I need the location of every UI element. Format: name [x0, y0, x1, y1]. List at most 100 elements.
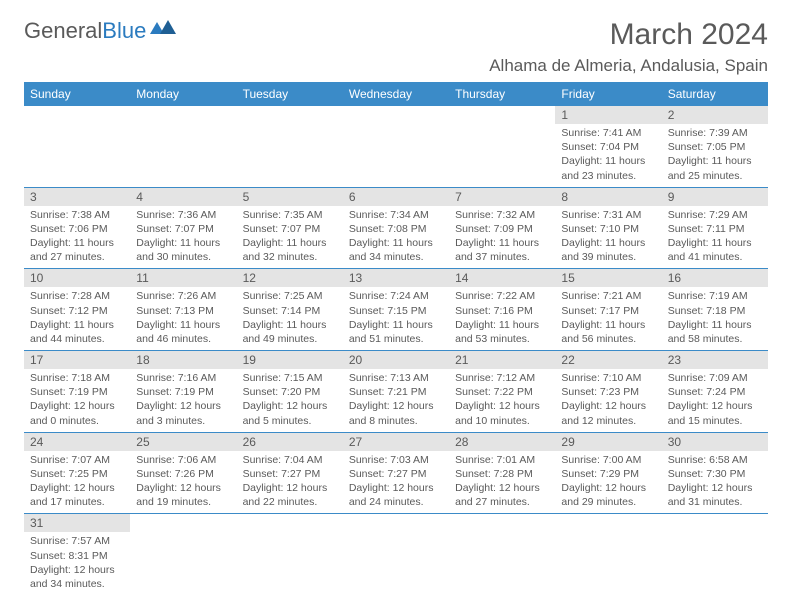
calendar-cell: 31Sunrise: 7:57 AMSunset: 8:31 PMDayligh… — [24, 514, 130, 595]
day-number: 21 — [449, 351, 555, 369]
day-number: 9 — [662, 188, 768, 206]
day-number: 16 — [662, 269, 768, 287]
weekday-header: Saturday — [662, 82, 768, 106]
day-number: 2 — [662, 106, 768, 124]
calendar-cell — [662, 514, 768, 595]
day-number: 27 — [343, 433, 449, 451]
day-number: 17 — [24, 351, 130, 369]
header: GeneralBlue March 2024 Alhama de Almeria… — [24, 18, 768, 76]
day-number: 13 — [343, 269, 449, 287]
day-info: Sunrise: 7:29 AMSunset: 7:11 PMDaylight:… — [662, 206, 768, 269]
day-number: 1 — [555, 106, 661, 124]
calendar-cell: 5Sunrise: 7:35 AMSunset: 7:07 PMDaylight… — [237, 187, 343, 269]
day-info: Sunrise: 7:36 AMSunset: 7:07 PMDaylight:… — [130, 206, 236, 269]
calendar-cell: 14Sunrise: 7:22 AMSunset: 7:16 PMDayligh… — [449, 269, 555, 351]
day-number: 29 — [555, 433, 661, 451]
day-info: Sunrise: 7:04 AMSunset: 7:27 PMDaylight:… — [237, 451, 343, 514]
calendar-cell — [130, 106, 236, 187]
weekday-header: Wednesday — [343, 82, 449, 106]
calendar-cell: 26Sunrise: 7:04 AMSunset: 7:27 PMDayligh… — [237, 432, 343, 514]
day-info: Sunrise: 7:32 AMSunset: 7:09 PMDaylight:… — [449, 206, 555, 269]
day-number: 3 — [24, 188, 130, 206]
brand-part2: Blue — [102, 18, 146, 44]
day-number: 4 — [130, 188, 236, 206]
calendar-cell: 8Sunrise: 7:31 AMSunset: 7:10 PMDaylight… — [555, 187, 661, 269]
day-info: Sunrise: 7:28 AMSunset: 7:12 PMDaylight:… — [24, 287, 130, 350]
day-info: Sunrise: 7:09 AMSunset: 7:24 PMDaylight:… — [662, 369, 768, 432]
calendar-cell: 21Sunrise: 7:12 AMSunset: 7:22 PMDayligh… — [449, 351, 555, 433]
day-number: 25 — [130, 433, 236, 451]
title-block: March 2024 Alhama de Almeria, Andalusia,… — [489, 18, 768, 76]
calendar-cell — [130, 514, 236, 595]
calendar-cell: 29Sunrise: 7:00 AMSunset: 7:29 PMDayligh… — [555, 432, 661, 514]
day-number: 28 — [449, 433, 555, 451]
day-number: 31 — [24, 514, 130, 532]
day-info: Sunrise: 7:07 AMSunset: 7:25 PMDaylight:… — [24, 451, 130, 514]
calendar-cell: 11Sunrise: 7:26 AMSunset: 7:13 PMDayligh… — [130, 269, 236, 351]
day-info: Sunrise: 7:39 AMSunset: 7:05 PMDaylight:… — [662, 124, 768, 187]
day-number: 20 — [343, 351, 449, 369]
day-number: 15 — [555, 269, 661, 287]
day-info: Sunrise: 7:10 AMSunset: 7:23 PMDaylight:… — [555, 369, 661, 432]
calendar-cell — [343, 106, 449, 187]
calendar-cell — [343, 514, 449, 595]
calendar-cell: 27Sunrise: 7:03 AMSunset: 7:27 PMDayligh… — [343, 432, 449, 514]
day-info: Sunrise: 7:19 AMSunset: 7:18 PMDaylight:… — [662, 287, 768, 350]
calendar-cell: 15Sunrise: 7:21 AMSunset: 7:17 PMDayligh… — [555, 269, 661, 351]
day-number: 23 — [662, 351, 768, 369]
calendar-cell — [237, 514, 343, 595]
calendar-cell: 22Sunrise: 7:10 AMSunset: 7:23 PMDayligh… — [555, 351, 661, 433]
day-number: 19 — [237, 351, 343, 369]
day-number: 26 — [237, 433, 343, 451]
day-number: 11 — [130, 269, 236, 287]
calendar-cell: 20Sunrise: 7:13 AMSunset: 7:21 PMDayligh… — [343, 351, 449, 433]
weekday-header: Friday — [555, 82, 661, 106]
day-info: Sunrise: 7:13 AMSunset: 7:21 PMDaylight:… — [343, 369, 449, 432]
day-info: Sunrise: 7:21 AMSunset: 7:17 PMDaylight:… — [555, 287, 661, 350]
weekday-header: Thursday — [449, 82, 555, 106]
calendar-cell: 16Sunrise: 7:19 AMSunset: 7:18 PMDayligh… — [662, 269, 768, 351]
day-info: Sunrise: 7:03 AMSunset: 7:27 PMDaylight:… — [343, 451, 449, 514]
day-info: Sunrise: 7:38 AMSunset: 7:06 PMDaylight:… — [24, 206, 130, 269]
day-number: 10 — [24, 269, 130, 287]
calendar-cell: 13Sunrise: 7:24 AMSunset: 7:15 PMDayligh… — [343, 269, 449, 351]
calendar-cell: 4Sunrise: 7:36 AMSunset: 7:07 PMDaylight… — [130, 187, 236, 269]
day-info: Sunrise: 7:18 AMSunset: 7:19 PMDaylight:… — [24, 369, 130, 432]
day-number: 14 — [449, 269, 555, 287]
brand-logo: GeneralBlue — [24, 18, 176, 44]
calendar-cell: 9Sunrise: 7:29 AMSunset: 7:11 PMDaylight… — [662, 187, 768, 269]
day-number: 6 — [343, 188, 449, 206]
calendar-cell: 10Sunrise: 7:28 AMSunset: 7:12 PMDayligh… — [24, 269, 130, 351]
calendar-cell — [237, 106, 343, 187]
location-label: Alhama de Almeria, Andalusia, Spain — [489, 56, 768, 76]
day-number: 18 — [130, 351, 236, 369]
day-info: Sunrise: 7:01 AMSunset: 7:28 PMDaylight:… — [449, 451, 555, 514]
day-info: Sunrise: 7:24 AMSunset: 7:15 PMDaylight:… — [343, 287, 449, 350]
day-info: Sunrise: 7:26 AMSunset: 7:13 PMDaylight:… — [130, 287, 236, 350]
day-number: 30 — [662, 433, 768, 451]
calendar-cell — [555, 514, 661, 595]
calendar-cell: 3Sunrise: 7:38 AMSunset: 7:06 PMDaylight… — [24, 187, 130, 269]
calendar-cell: 17Sunrise: 7:18 AMSunset: 7:19 PMDayligh… — [24, 351, 130, 433]
calendar-cell: 24Sunrise: 7:07 AMSunset: 7:25 PMDayligh… — [24, 432, 130, 514]
calendar-cell: 28Sunrise: 7:01 AMSunset: 7:28 PMDayligh… — [449, 432, 555, 514]
day-info: Sunrise: 7:31 AMSunset: 7:10 PMDaylight:… — [555, 206, 661, 269]
calendar-body: 1Sunrise: 7:41 AMSunset: 7:04 PMDaylight… — [24, 106, 768, 595]
day-info: Sunrise: 7:06 AMSunset: 7:26 PMDaylight:… — [130, 451, 236, 514]
day-info: Sunrise: 6:58 AMSunset: 7:30 PMDaylight:… — [662, 451, 768, 514]
day-number: 5 — [237, 188, 343, 206]
calendar-cell: 19Sunrise: 7:15 AMSunset: 7:20 PMDayligh… — [237, 351, 343, 433]
day-info: Sunrise: 7:57 AMSunset: 8:31 PMDaylight:… — [24, 532, 130, 595]
day-info: Sunrise: 7:34 AMSunset: 7:08 PMDaylight:… — [343, 206, 449, 269]
flag-icon — [150, 20, 176, 38]
day-number: 22 — [555, 351, 661, 369]
day-info: Sunrise: 7:22 AMSunset: 7:16 PMDaylight:… — [449, 287, 555, 350]
day-number: 12 — [237, 269, 343, 287]
calendar-cell: 7Sunrise: 7:32 AMSunset: 7:09 PMDaylight… — [449, 187, 555, 269]
weekday-header: Sunday — [24, 82, 130, 106]
calendar-head: SundayMondayTuesdayWednesdayThursdayFrid… — [24, 82, 768, 106]
weekday-header: Monday — [130, 82, 236, 106]
day-info: Sunrise: 7:25 AMSunset: 7:14 PMDaylight:… — [237, 287, 343, 350]
day-info: Sunrise: 7:15 AMSunset: 7:20 PMDaylight:… — [237, 369, 343, 432]
day-info: Sunrise: 7:12 AMSunset: 7:22 PMDaylight:… — [449, 369, 555, 432]
